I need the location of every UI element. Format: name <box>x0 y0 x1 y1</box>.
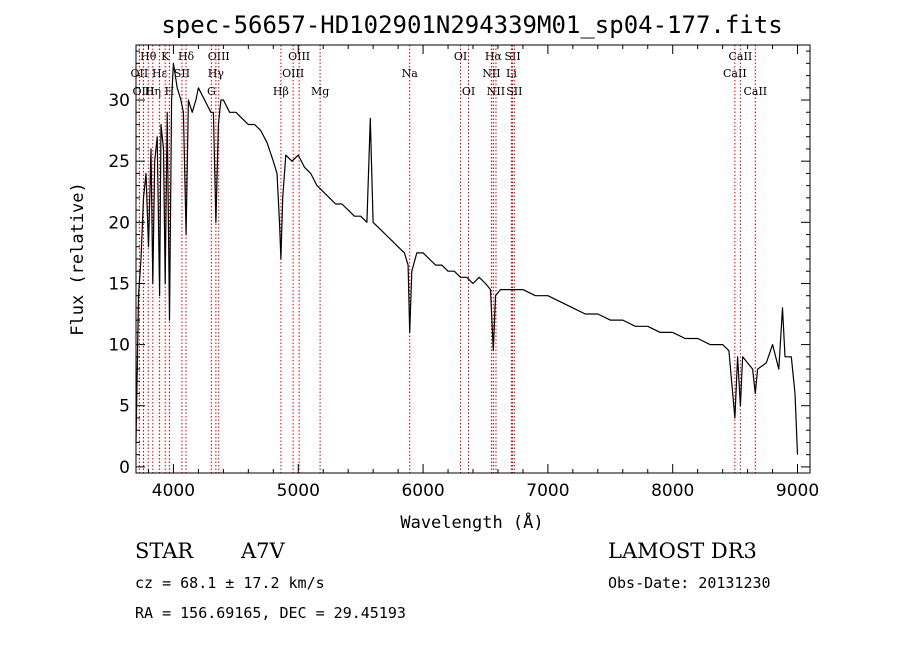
spectral-line-label-25: CaII <box>729 50 753 63</box>
x-axis-label: Wavelength (Å) <box>400 511 543 533</box>
y-tick-label-3: 15 <box>108 274 130 294</box>
spectral-line-label-10: OIII <box>208 50 230 63</box>
spectral-line-label-8: Hδ <box>178 50 195 63</box>
spectral-line-label-23: Li <box>506 67 517 80</box>
y-tick-label-4: 20 <box>108 213 130 233</box>
spectral-line-label-21: NII <box>487 85 505 98</box>
spectral-line-label-20: NII <box>482 67 500 80</box>
axis-ticks-layer: 4000 5000 6000 7000 8000 9000 0 5 10 15 20 25 30 <box>108 45 819 501</box>
spectral-line-label-27: CaII <box>743 85 767 98</box>
plot-frame <box>135 44 811 474</box>
spectral-line-label-22: SII <box>504 50 520 63</box>
spectral-line-label-12: Hβ <box>273 85 289 98</box>
y-tick-label-2: 10 <box>108 336 130 356</box>
chart-title: spec-56657-HD102901N294339M01_sp04-177.f… <box>161 11 782 39</box>
x-tick-label-4: 8000 <box>651 481 694 501</box>
spectral-line-label-17: OI <box>454 50 467 63</box>
x-tick-label-5: 9000 <box>776 481 819 501</box>
spectral-line-label-13: OIII <box>288 50 310 63</box>
spectral-line-label-16: Na <box>402 67 419 80</box>
spectral-line-label-9: G <box>207 85 216 98</box>
x-tick-label-2: 6000 <box>401 481 444 501</box>
x-tick-label-0: 4000 <box>152 481 195 501</box>
x-tick-label-3: 7000 <box>526 481 569 501</box>
spectral-line-label-15: Mg <box>311 85 329 98</box>
spectral-subclass: A7V <box>241 539 285 563</box>
coordinates-readout: RA = 156.69165, DEC = 29.45193 <box>135 604 406 622</box>
y-tick-label-1: 5 <box>119 397 130 417</box>
spectral-line-label-24: SII <box>506 85 522 98</box>
spectral-line-label-19: Hα <box>485 50 503 63</box>
series-layer <box>135 62 799 455</box>
survey-name: LAMOST DR3 <box>608 539 757 563</box>
spectral-line-label-5: K <box>161 50 170 63</box>
spectral-lines-layer: HθOIIOIIIHηHεKHSIIHδGOIIIHγHβOIIIOIIIMgN… <box>131 45 767 473</box>
spectral-line-label-18: OI <box>462 85 475 98</box>
spectral-line-label-4: Hε <box>152 67 168 80</box>
y-tick-label-6: 30 <box>108 91 130 111</box>
y-axis-label: Flux (relative) <box>68 182 88 336</box>
series-spectrum-line <box>135 62 799 455</box>
spectral-line-label-1: OII <box>131 67 149 80</box>
spectral-line-label-6: H <box>165 85 175 98</box>
spectral-line-label-11: Hγ <box>208 67 225 80</box>
spectral-line-label-3: Hη <box>145 85 161 98</box>
y-tick-label-5: 25 <box>108 152 130 172</box>
redshift-readout: cz = 68.1 ± 17.2 km/s <box>135 574 325 592</box>
observation-date: Obs-Date: 20131230 <box>608 574 771 592</box>
object-type: STAR <box>135 539 194 563</box>
spectral-line-label-14: OIII <box>282 67 304 80</box>
y-tick-label-0: 0 <box>119 458 130 478</box>
spectral-line-label-0: Hθ <box>140 50 157 63</box>
spectral-line-label-26: CaII <box>723 67 747 80</box>
x-tick-label-1: 5000 <box>277 481 320 501</box>
